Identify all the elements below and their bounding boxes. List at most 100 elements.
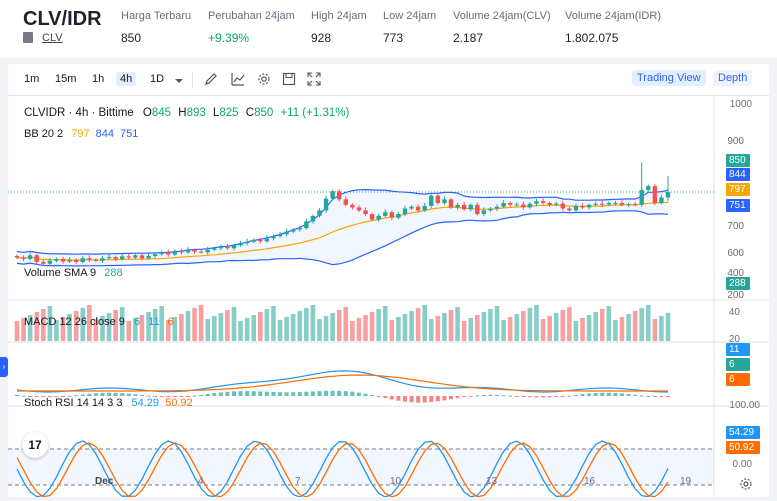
volume-bar	[93, 319, 99, 341]
sidebar-toggle[interactable]: ›	[0, 357, 8, 377]
volume-legend: Volume SMA 9 288	[24, 267, 123, 279]
volume-bar	[73, 311, 79, 341]
stat-4: Volume 24jam(CLV) 2.187	[453, 10, 551, 45]
timeframe-15m[interactable]: 15m	[55, 73, 77, 85]
macd-histogram-bar	[251, 391, 256, 396]
chart-panel[interactable]: 1m 15m 1h 4h 1D Trading View Depth CLVID…	[8, 64, 769, 497]
volume-bar	[567, 307, 572, 341]
timeframe-1m[interactable]: 1m	[24, 73, 40, 85]
x-tick-10: 10	[390, 476, 402, 487]
axis-tick-stoch-0: 0.00	[732, 459, 752, 470]
candle-body	[659, 197, 664, 204]
coin-icon	[23, 32, 33, 43]
candle-body	[179, 250, 184, 253]
volume-bar	[488, 309, 493, 341]
candle-body	[652, 186, 658, 204]
macd-histogram-bar	[356, 392, 361, 396]
volume-bar	[211, 316, 217, 341]
volume-bar	[626, 314, 631, 341]
timeframe-4h[interactable]: 4h	[116, 72, 137, 86]
gear-icon[interactable]	[739, 477, 753, 491]
bb-lower-tag: 751	[726, 199, 750, 212]
trading-view-button[interactable]: Trading View	[632, 70, 706, 86]
macd-histogram-bar	[416, 396, 421, 403]
macd-histogram-bar	[238, 391, 243, 396]
volume-bar	[47, 306, 53, 341]
macd-histogram-bar	[633, 394, 638, 396]
volume-bar	[198, 305, 204, 341]
candle-body	[304, 221, 309, 229]
stoch-label: Stoch RSI 14 14 3 3	[24, 397, 123, 409]
volume-bar	[363, 315, 368, 341]
axis-tick-vol-200: 200	[727, 290, 744, 301]
volume-bar	[665, 313, 671, 341]
volume-bar	[376, 309, 381, 341]
candle-body	[310, 215, 316, 222]
macd-histogram-bar	[396, 396, 401, 401]
macd-histogram-bar	[41, 396, 46, 398]
price-chart[interactable]	[8, 96, 769, 497]
coin-link[interactable]: CLV	[42, 32, 63, 44]
macd-histogram-bar	[383, 396, 388, 399]
fullscreen-icon[interactable]	[307, 72, 321, 86]
candle-body	[435, 195, 441, 204]
candle-body	[337, 191, 342, 200]
low-label: L	[212, 107, 220, 119]
volume-bar	[540, 319, 546, 341]
macd-histogram-bar	[21, 395, 26, 397]
chart-line-icon[interactable]	[231, 72, 245, 86]
chevron-down-icon[interactable]	[172, 74, 186, 88]
axis-tick-1000: 1000	[729, 99, 752, 110]
candle-body	[21, 257, 26, 259]
volume-bar	[343, 307, 349, 341]
macd-histogram-bar	[113, 392, 118, 396]
bb-upper-tag: 797	[726, 183, 750, 196]
macd-histogram-bar	[80, 394, 85, 396]
candle-body	[422, 205, 427, 211]
timeframe-1h[interactable]: 1h	[92, 73, 105, 85]
macd-legend: MACD 12 26 close 9 6 11 6	[24, 316, 174, 328]
volume-bar	[573, 321, 579, 341]
macd-signal-line	[17, 374, 668, 392]
macd-histogram-bar	[541, 396, 546, 398]
volume-bar	[613, 320, 618, 341]
macd-histogram-bar	[370, 395, 375, 397]
volume-bar	[448, 310, 454, 341]
volume-bar	[277, 320, 283, 341]
change-value: +11 (+1.31%)	[280, 107, 350, 119]
save-icon[interactable]	[282, 72, 296, 86]
candle-body	[527, 203, 533, 208]
close-value: 850	[254, 107, 274, 119]
candle-body	[27, 255, 33, 259]
candle-body	[521, 204, 526, 208]
stoch-d-tag: 50.92	[726, 441, 760, 454]
volume-bar	[185, 311, 191, 341]
stoch-band	[8, 449, 714, 485]
gear-icon[interactable]	[257, 72, 271, 86]
macd-histogram-bar	[61, 396, 66, 397]
pencil-icon[interactable]	[204, 72, 218, 86]
candle-body	[600, 203, 605, 205]
depth-button[interactable]: Depth	[713, 70, 753, 86]
macd-histogram-bar	[606, 392, 611, 396]
stat-label: Perubahan 24jam	[208, 10, 295, 22]
macd-histogram-bar	[468, 396, 473, 397]
macd-histogram-bar	[153, 396, 158, 397]
volume-bar	[652, 319, 658, 341]
candle-body	[567, 208, 572, 211]
candle-body	[606, 203, 612, 205]
macd-histogram-bar	[218, 392, 223, 396]
volume-bar	[455, 307, 460, 341]
macd-a-tag: 6	[726, 358, 750, 371]
macd-histogram-bar	[573, 394, 578, 396]
macd-histogram-bar	[278, 392, 283, 396]
candle-body	[356, 207, 362, 211]
stat-2: High 24jam 928	[311, 10, 367, 45]
macd-histogram-bar	[205, 393, 210, 396]
macd-value-b: 11	[148, 316, 160, 328]
price-legend: CLVIDR · 4h · Bittime O845 H893 L825 C85…	[24, 107, 349, 119]
volume-bar	[442, 313, 447, 341]
candle-body	[80, 258, 85, 262]
timeframe-1d[interactable]: 1D	[150, 73, 165, 85]
macd-histogram-bar	[264, 391, 269, 396]
